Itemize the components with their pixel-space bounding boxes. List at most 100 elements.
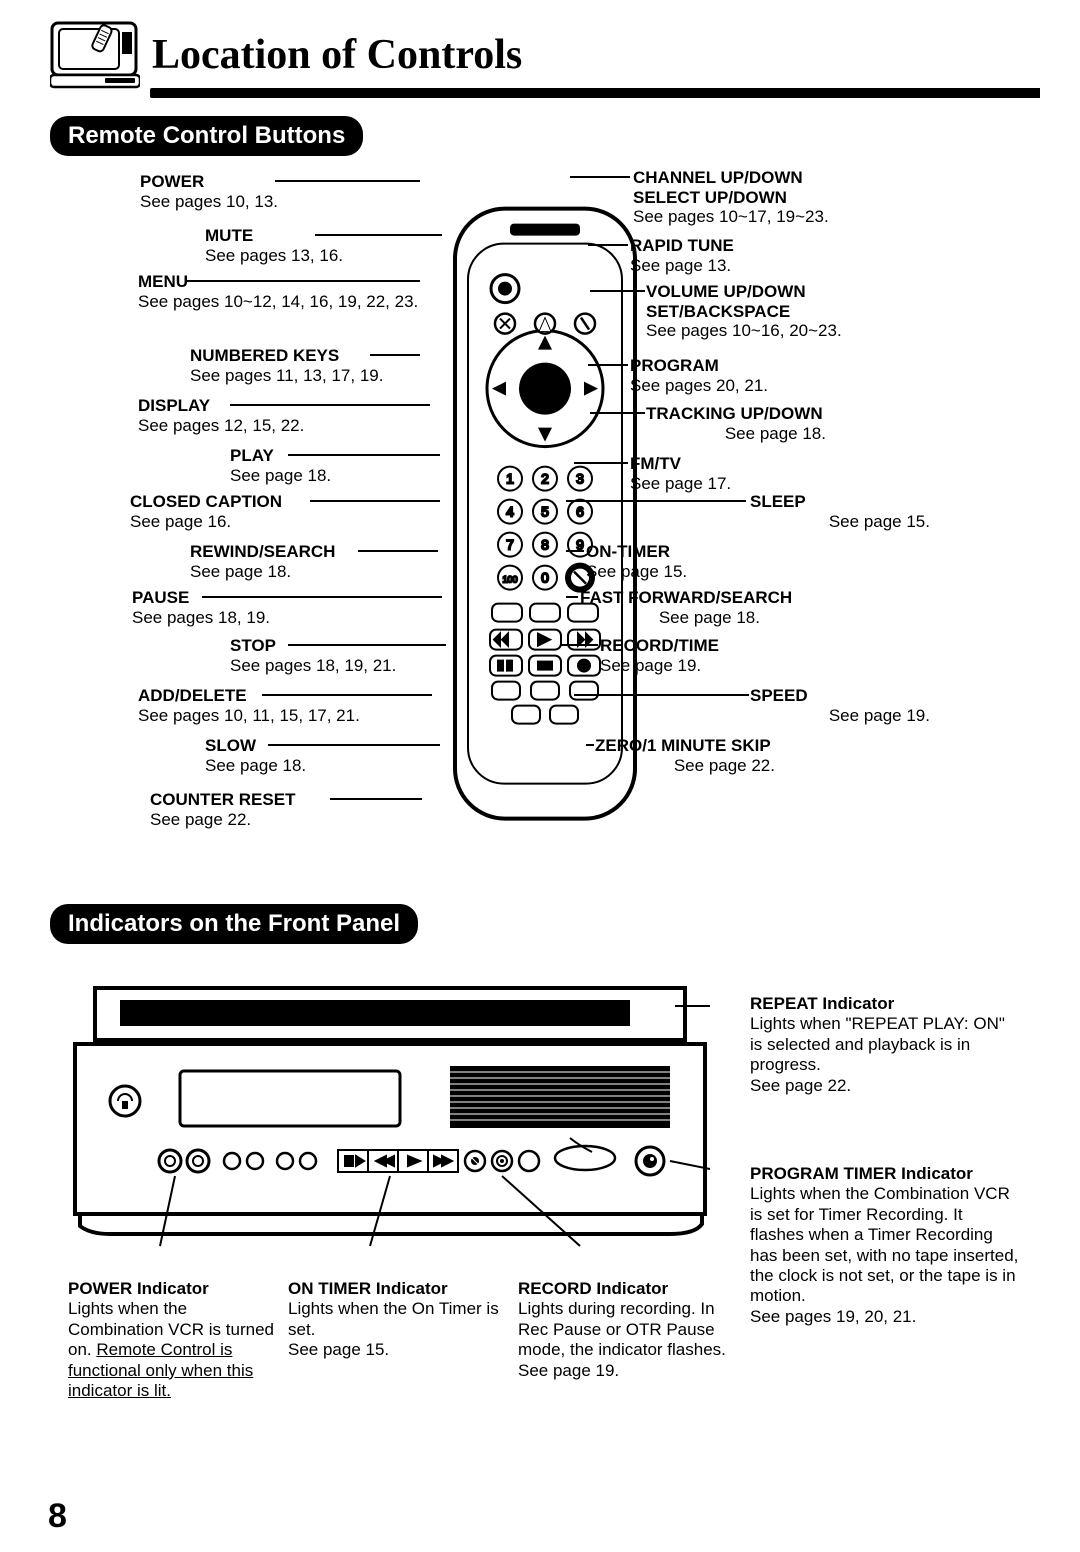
callout-left: DISPLAYSee pages 12, 15, 22. <box>138 396 304 435</box>
indicator-title: RECORD Indicator <box>518 1279 668 1298</box>
indicator-body: Lights when the Combination VCR is turne… <box>68 1299 274 1400</box>
callout-title: RAPID TUNE <box>630 236 734 255</box>
svg-text:5: 5 <box>541 504 549 520</box>
indicators-diagram: POWER IndicatorLights when the Combinati… <box>50 974 1040 1444</box>
callout-left: SLOWSee page 18. <box>205 736 306 775</box>
callout-right: SPEEDSee page 19. <box>750 686 930 725</box>
connector-line <box>574 462 628 464</box>
callout-ref: See page 22. <box>150 810 251 829</box>
callout-left: NUMBERED KEYSSee pages 11, 13, 17, 19. <box>190 346 383 385</box>
callout-ref: See pages 10~16, 20~23. <box>646 321 842 340</box>
callout-title: SLEEP <box>750 492 806 511</box>
callout-title: TRACKING UP/DOWN <box>646 404 823 423</box>
svg-text:8: 8 <box>541 537 549 553</box>
indicator-body: Lights when "REPEAT PLAY: ON" is selecte… <box>750 1014 1005 1094</box>
indicator-program: PROGRAM TIMER IndicatorLights when the C… <box>750 1164 1020 1327</box>
callout-left: MENUSee pages 10~12, 14, 16, 19, 22, 23. <box>138 272 418 311</box>
callout-title: PLAY <box>230 446 274 465</box>
connector-line <box>586 744 594 746</box>
callout-left: CLOSED CAPTIONSee page 16. <box>130 492 282 531</box>
page-header: Location of Controls <box>50 20 1040 98</box>
callout-right: ON-TIMERSee page 15. <box>586 542 687 581</box>
section-remote-heading: Remote Control Buttons <box>50 116 363 156</box>
callout-ref: See page 17. <box>630 474 731 493</box>
connector-line <box>566 550 584 552</box>
callout-title: STOP <box>230 636 276 655</box>
indicator-body: Lights when the On Timer is set.See page… <box>288 1299 499 1359</box>
callout-right: RAPID TUNESee page 13. <box>630 236 734 275</box>
svg-text:6: 6 <box>576 504 584 520</box>
callout-title: PROGRAM <box>630 356 719 375</box>
callout-left: COUNTER RESETSee page 22. <box>150 790 295 829</box>
remote-diagram: 1 2 3 4 5 6 7 8 9 100 0 <box>50 166 1040 886</box>
connector-line <box>588 244 628 246</box>
callout-left: PAUSESee pages 18, 19. <box>132 588 270 627</box>
callout-ref: See pages 12, 15, 22. <box>138 416 304 435</box>
callout-left: POWERSee pages 10, 13. <box>140 172 278 211</box>
svg-text:0: 0 <box>541 570 549 586</box>
callout-title: DISPLAY <box>138 396 210 415</box>
callout-title: SPEED <box>750 686 808 705</box>
callout-right: VOLUME UP/DOWNSET/BACKSPACESee pages 10~… <box>646 282 842 341</box>
connector-line <box>560 644 598 646</box>
callout-title: PAUSE <box>132 588 189 607</box>
callout-ref: See page 18. <box>580 608 760 628</box>
svg-text:1: 1 <box>506 471 514 487</box>
connector-line <box>185 280 420 282</box>
callout-title: COUNTER RESET <box>150 790 295 809</box>
connector-line <box>202 596 442 598</box>
callout-title: POWER <box>140 172 204 191</box>
callout-ref: See page 19. <box>750 706 930 726</box>
callout-ref: See page 19. <box>600 656 701 675</box>
section-indicators-heading: Indicators on the Front Panel <box>50 904 418 944</box>
connector-line <box>310 500 440 502</box>
callout-ref: See page 18. <box>646 424 826 444</box>
callout-title: MUTE <box>205 226 253 245</box>
callout-ref: See page 13. <box>630 256 731 275</box>
connector-line <box>330 798 422 800</box>
callout-title: FM/TV <box>630 454 681 473</box>
callout-title: NUMBERED KEYS <box>190 346 339 365</box>
indicator-power: POWER IndicatorLights when the Combinati… <box>68 1279 278 1401</box>
callout-ref: See pages 20, 21. <box>630 376 768 395</box>
callout-title: CLOSED CAPTION <box>130 492 282 511</box>
page-number: 8 <box>48 1497 67 1536</box>
callout-ref: See pages 18, 19. <box>132 608 270 627</box>
callout-ref: See page 18. <box>230 466 331 485</box>
connector-line <box>570 176 630 178</box>
callout-title: MENU <box>138 272 188 291</box>
connector-line <box>574 694 749 696</box>
callout-right: ZERO/1 MINUTE SKIPSee page 22. <box>595 736 775 775</box>
callout-ref: See pages 11, 13, 17, 19. <box>190 366 383 385</box>
remote-illustration: 1 2 3 4 5 6 7 8 9 100 0 <box>450 204 640 824</box>
callout-title: FAST FORWARD/SEARCH <box>580 588 792 607</box>
connector-line <box>590 290 645 292</box>
svg-text:7: 7 <box>506 537 514 553</box>
tv-icon <box>50 20 140 90</box>
callout-title: REWIND/SEARCH <box>190 542 335 561</box>
indicator-title: POWER Indicator <box>68 1279 209 1298</box>
callout-title: RECORD/TIME <box>600 636 719 655</box>
svg-text:100: 100 <box>502 575 517 585</box>
indicator-record: RECORD IndicatorLights during recording.… <box>518 1279 738 1381</box>
callout-left: STOPSee pages 18, 19, 21. <box>230 636 396 675</box>
callout-title: ADD/DELETE <box>138 686 247 705</box>
svg-text:4: 4 <box>506 504 514 520</box>
indicator-body: Lights during recording. In Rec Pause or… <box>518 1299 726 1379</box>
callout-title: SLOW <box>205 736 256 755</box>
indicator-ontimer: ON TIMER IndicatorLights when the On Tim… <box>288 1279 508 1361</box>
connector-line <box>566 500 746 502</box>
connector-line <box>262 694 432 696</box>
indicator-repeat: REPEAT IndicatorLights when "REPEAT PLAY… <box>750 994 1010 1096</box>
indicator-title: PROGRAM TIMER Indicator <box>750 1164 973 1183</box>
callout-left: REWIND/SEARCHSee page 18. <box>190 542 335 581</box>
callout-ref: See pages 13, 16. <box>205 246 343 265</box>
callout-ref: See page 18. <box>190 562 291 581</box>
title-rule <box>150 88 1040 98</box>
connector-line <box>588 364 628 366</box>
callout-ref: See page 16. <box>130 512 231 531</box>
connector-line <box>590 412 645 414</box>
callout-ref: See pages 10, 13. <box>140 192 278 211</box>
callout-left: ADD/DELETESee pages 10, 11, 15, 17, 21. <box>138 686 360 725</box>
callout-left: PLAYSee page 18. <box>230 446 331 485</box>
